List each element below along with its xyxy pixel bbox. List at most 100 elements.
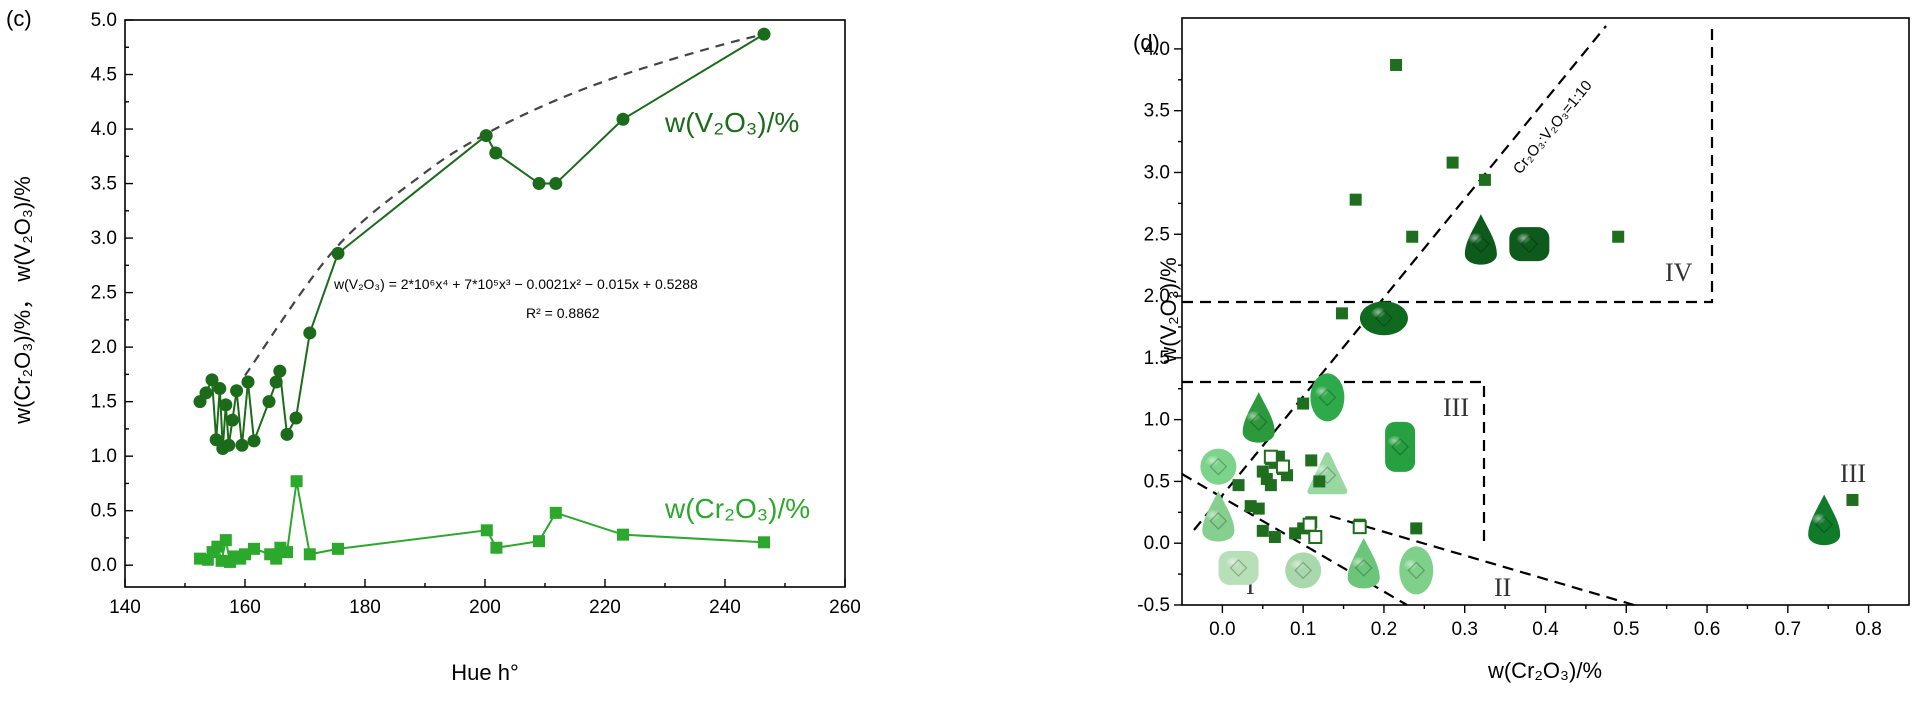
data-point-cr2o3 bbox=[219, 534, 232, 547]
scatter-point bbox=[1289, 527, 1302, 540]
x-tick-label-d: 0.6 bbox=[1694, 619, 1720, 640]
scatter-point bbox=[1478, 173, 1491, 186]
scatter-point bbox=[1232, 479, 1245, 492]
data-point-v2o3 bbox=[331, 246, 345, 260]
data-point-v2o3 bbox=[273, 364, 287, 378]
gem-round-icon bbox=[1285, 552, 1322, 589]
y-tick-label-d: 1.5 bbox=[1144, 348, 1170, 369]
x-axis-label-d: w(Cr₂O₃)/% bbox=[1487, 658, 1602, 683]
region-boundary-2 bbox=[1329, 514, 1635, 607]
gem-pear-icon bbox=[1202, 490, 1235, 542]
gem-pear-icon bbox=[1347, 537, 1380, 589]
x-tick-label-c: 160 bbox=[229, 597, 261, 618]
data-point-cr2o3 bbox=[758, 536, 770, 549]
data-point-v2o3 bbox=[757, 27, 771, 41]
x-tick-label-d: 0.5 bbox=[1613, 619, 1639, 640]
panel-label-c: (c) bbox=[6, 6, 32, 31]
gem-oval-icon bbox=[1359, 301, 1408, 336]
data-point-v2o3 bbox=[269, 375, 283, 389]
data-point-v2o3 bbox=[230, 384, 244, 398]
scatter-point-hollow bbox=[1352, 520, 1367, 535]
scatter-point bbox=[1268, 531, 1281, 544]
x-tick-label-c: 240 bbox=[709, 597, 741, 618]
data-point-v2o3 bbox=[616, 112, 630, 126]
data-point-v2o3 bbox=[549, 177, 563, 191]
series-label-cr2o3: w(Cr₂O₃)/% bbox=[664, 493, 810, 524]
data-point-v2o3 bbox=[213, 382, 227, 396]
x-axis-label-c: Hue h° bbox=[451, 660, 519, 685]
chart-d: (d) -0.5 0.0 0.5 1.0 1.5 2.0 2.5 3.0 3.5 4.0 0.0 0… bbox=[1133, 17, 1910, 683]
x-tick-label-d: 0.4 bbox=[1532, 619, 1559, 640]
gem-oval-tall-icon bbox=[1310, 373, 1345, 422]
region-label-iv: IV bbox=[1665, 258, 1693, 287]
data-point-v2o3 bbox=[241, 375, 255, 389]
data-point-cr2o3 bbox=[617, 528, 629, 541]
scatter-point bbox=[1297, 397, 1310, 410]
gem-cushion-tall-icon bbox=[1385, 421, 1416, 472]
x-tick-label-c: 220 bbox=[589, 597, 621, 618]
region-box-iv bbox=[1182, 26, 1714, 304]
chart-c: (c) 0.0 0.5 1.0 1.5 2.0 2.5 3.0 3.5 4.0 4.5 5.0 14… bbox=[6, 6, 861, 685]
y-tick-label-c: 3.5 bbox=[91, 174, 117, 195]
gem-pear-icon bbox=[1464, 214, 1497, 265]
data-point-v2o3 bbox=[247, 434, 261, 448]
scatter-point-hollow bbox=[1302, 517, 1317, 532]
scatter-point bbox=[1256, 524, 1269, 537]
data-point-v2o3 bbox=[289, 411, 303, 425]
data-point-v2o3 bbox=[222, 438, 236, 452]
data-point-cr2o3 bbox=[248, 542, 260, 555]
scatter-point bbox=[1335, 307, 1348, 320]
scatter-point bbox=[1252, 502, 1265, 515]
panel-label-d: (d) bbox=[1133, 30, 1160, 55]
series-label-v2o3: w(V₂O₃)/% bbox=[664, 107, 799, 138]
data-point-cr2o3 bbox=[533, 535, 545, 548]
y-tick-label-c: 2.0 bbox=[91, 337, 117, 358]
data-point-v2o3 bbox=[235, 438, 249, 452]
y-axis-label-d: w(V₂O₃)/% bbox=[1156, 257, 1181, 364]
gem-cushion-icon bbox=[1509, 227, 1550, 262]
y-tick-label-c: 0.0 bbox=[91, 555, 117, 576]
scatter-point bbox=[1410, 522, 1423, 535]
x-tick-label-c: 260 bbox=[829, 597, 861, 618]
x-tick-label-c: 200 bbox=[469, 597, 501, 618]
region-label-ii: II bbox=[1494, 573, 1511, 602]
x-tick-label-d: 0.0 bbox=[1209, 619, 1235, 640]
data-point-v2o3 bbox=[262, 395, 276, 409]
x-tick-label-d: 0.8 bbox=[1855, 619, 1881, 640]
gem-cushion-icon bbox=[1218, 550, 1259, 585]
data-point-v2o3 bbox=[532, 177, 546, 191]
y-tick-label-d: -0.5 bbox=[1137, 595, 1170, 616]
plot-frame-d bbox=[1181, 17, 1910, 606]
x-tick-label-d: 0.7 bbox=[1775, 619, 1801, 640]
scatter-point bbox=[1612, 230, 1625, 243]
gem-oval-tall-icon bbox=[1399, 546, 1434, 595]
region-label-iii-outlier: III bbox=[1840, 459, 1866, 488]
scatter-point bbox=[1406, 230, 1419, 243]
data-point-v2o3 bbox=[479, 129, 493, 143]
data-point-cr2o3 bbox=[549, 506, 562, 519]
y-tick-label-c: 0.5 bbox=[91, 501, 117, 522]
scatter-point-hollow bbox=[1263, 449, 1278, 464]
data-point-v2o3 bbox=[225, 413, 239, 427]
data-point-cr2o3 bbox=[270, 552, 283, 565]
data-point-v2o3 bbox=[219, 398, 233, 412]
y-tick-label-c: 4.0 bbox=[91, 119, 117, 140]
y-tick-label-d: 0.5 bbox=[1144, 471, 1170, 492]
fit-r2: R² = 0.8862 bbox=[526, 305, 600, 321]
y-tick-label-d: 1.0 bbox=[1144, 410, 1170, 431]
y-tick-label-d: 2.5 bbox=[1144, 224, 1170, 245]
x-tick-label-c: 180 bbox=[349, 597, 381, 618]
y-tick-label-c: 4.5 bbox=[91, 65, 117, 86]
scatter-point bbox=[1264, 479, 1277, 492]
series-line-0 bbox=[199, 33, 765, 449]
scatter-point bbox=[1244, 500, 1257, 513]
data-point-v2o3 bbox=[280, 427, 294, 441]
data-point-v2o3 bbox=[303, 326, 317, 340]
y-tick-label-c: 1.0 bbox=[91, 446, 117, 467]
data-point-cr2o3 bbox=[490, 541, 503, 554]
gem-round-icon bbox=[1200, 448, 1237, 485]
y-tick-label-c: 2.5 bbox=[91, 283, 117, 304]
region-box-iii bbox=[1182, 380, 1486, 545]
region-label-i: I bbox=[1246, 571, 1255, 600]
